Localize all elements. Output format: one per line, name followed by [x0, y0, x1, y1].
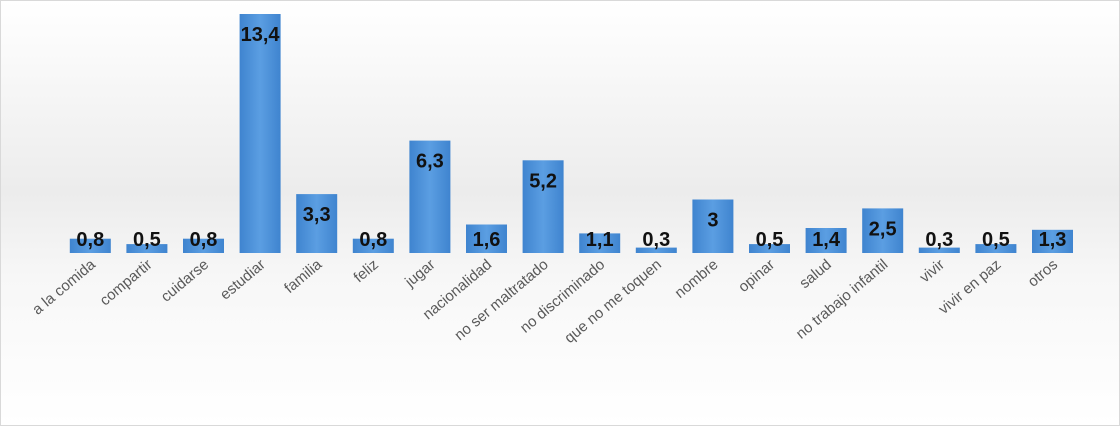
- bar-10: [635, 247, 677, 253]
- data-label-0: 0,8: [76, 229, 104, 251]
- data-label-3: 13,4: [241, 24, 281, 46]
- data-label-2: 0,8: [190, 229, 218, 251]
- bar-17: [1032, 229, 1073, 253]
- category-label-2: cuidarse: [158, 256, 212, 305]
- category-label-16: vivir en paz: [935, 256, 1004, 318]
- data-label-8: 5,2: [529, 170, 557, 192]
- data-label-16: 0,5: [982, 229, 1010, 251]
- data-label-17: 1,3: [1039, 229, 1067, 251]
- data-label-7: 1,6: [473, 229, 501, 251]
- bar-7: [466, 224, 507, 253]
- category-label-3: estudiar: [217, 256, 269, 303]
- category-label-4: familia: [281, 256, 326, 297]
- bar-12: [749, 244, 790, 253]
- bar-3: [239, 14, 281, 253]
- data-label-4: 3,3: [303, 204, 331, 226]
- bar-4: [296, 194, 338, 253]
- data-label-5: 0,8: [359, 229, 387, 251]
- bar-11: [692, 199, 734, 253]
- category-label-5: feliz: [350, 256, 381, 286]
- data-label-15: 0,3: [925, 229, 953, 251]
- data-label-1: 0,5: [133, 229, 161, 251]
- data-label-12: 0,5: [756, 229, 784, 251]
- bar-14: [862, 208, 904, 253]
- category-label-8: no ser maltratado: [451, 256, 551, 344]
- category-label-17: otros: [1025, 256, 1061, 290]
- category-label-1: compartir: [97, 256, 156, 309]
- bar-5: [352, 238, 394, 253]
- data-label-11: 3: [707, 210, 718, 232]
- bar-15: [918, 247, 960, 253]
- bar-2: [183, 238, 224, 253]
- category-label-6: jugar: [401, 256, 438, 291]
- bar-6: [409, 140, 451, 253]
- bar-9: [579, 233, 621, 253]
- category-label-10: que no me toquen: [561, 256, 665, 347]
- category-label-11: nombre: [672, 256, 722, 302]
- bar-1: [126, 244, 168, 253]
- data-label-6: 6,3: [416, 151, 444, 173]
- category-label-13: salud: [796, 256, 834, 292]
- category-label-0: a la comida: [29, 256, 99, 319]
- data-label-13: 1,4: [812, 229, 841, 251]
- bar-13: [805, 228, 847, 253]
- data-label-14: 2,5: [869, 218, 897, 240]
- bar-16: [975, 244, 1017, 253]
- category-label-15: vivir: [917, 256, 948, 286]
- bar-0: [69, 238, 111, 253]
- data-label-10: 0,3: [642, 229, 670, 251]
- data-label-9: 1,1: [586, 229, 614, 251]
- bar-8: [522, 160, 564, 253]
- category-label-12: opinar: [735, 256, 778, 296]
